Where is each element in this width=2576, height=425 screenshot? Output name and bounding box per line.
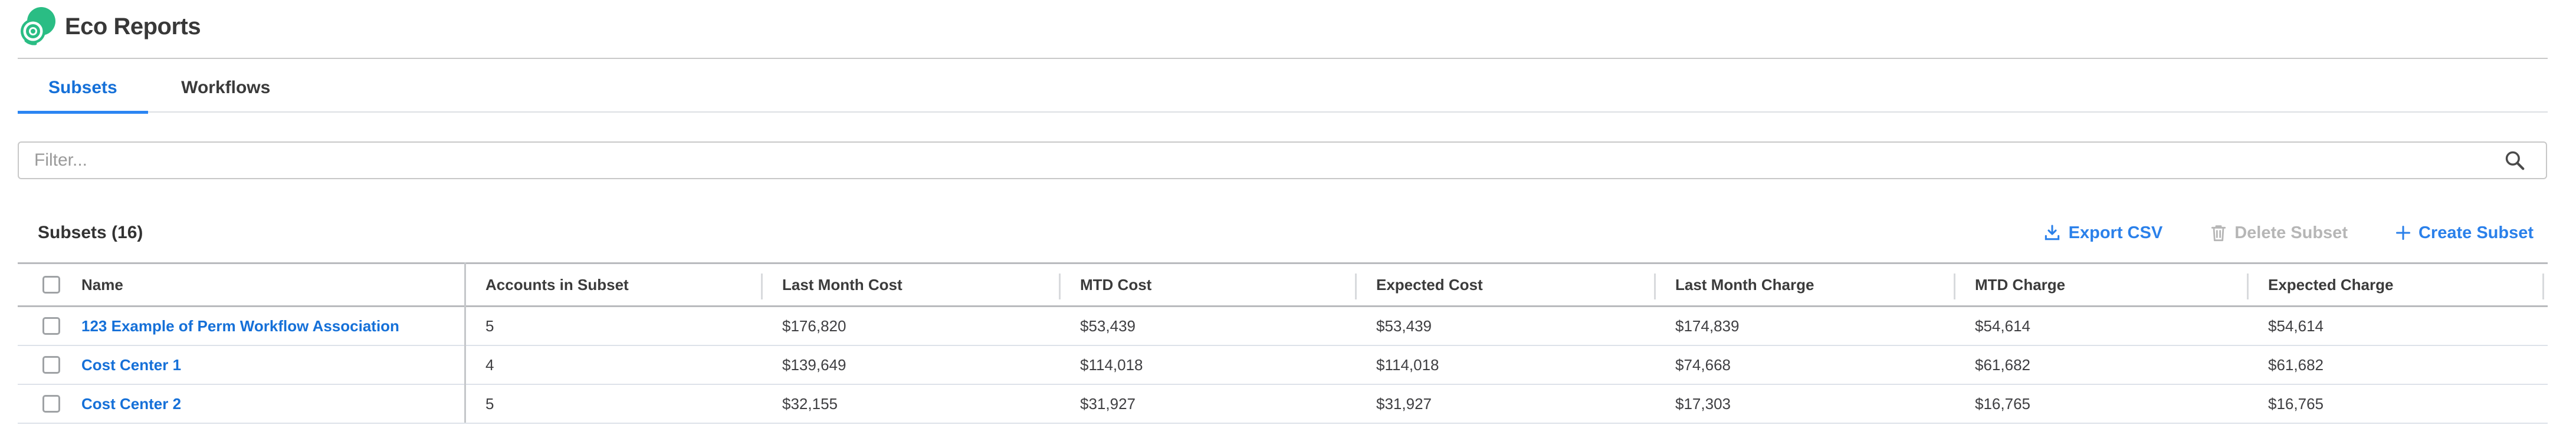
action-buttons: Export CSV Delete Subset Create Subset — [2043, 223, 2534, 243]
eco-logo-icon — [21, 7, 55, 45]
search-icon — [2505, 151, 2525, 170]
delete-subset-button[interactable]: Delete Subset — [2210, 223, 2348, 243]
expected-cost-cell: $114,018 — [1376, 355, 1439, 374]
last-month-charge-cell: $174,839 — [1675, 317, 1740, 335]
mtd-charge-cell: $54,614 — [1975, 317, 2030, 335]
column-header-mtd-charge: MTD Charge — [1954, 264, 2247, 305]
column-header-mtd-cost: MTD Cost — [1059, 264, 1355, 305]
page-title: Eco Reports — [65, 13, 201, 39]
tab-bar: Subsets Workflows — [18, 59, 2548, 114]
filter-bar — [18, 141, 2547, 179]
column-header-expected-cost: Expected Cost — [1355, 264, 1654, 305]
accounts-cell: 4 — [485, 355, 494, 374]
column-header-name: Name — [81, 275, 123, 294]
trash-icon — [2211, 225, 2226, 242]
filter-input[interactable] — [18, 141, 2547, 179]
accounts-cell: 5 — [485, 317, 494, 335]
export-csv-label: Export CSV — [2068, 223, 2163, 242]
mtd-charge-cell: $61,682 — [1975, 355, 2030, 374]
select-all-checkbox[interactable] — [42, 276, 60, 294]
create-subset-button[interactable]: Create Subset — [2395, 223, 2534, 243]
table-row: 123 Example of Perm Workflow Association… — [18, 307, 2548, 346]
section-title: Subsets (16) — [38, 223, 143, 242]
export-csv-button[interactable]: Export CSV — [2043, 223, 2163, 243]
expected-charge-cell: $54,614 — [2268, 317, 2324, 335]
expected-cost-cell: $53,439 — [1376, 317, 1432, 335]
column-header-accounts: Accounts in Subset — [485, 275, 629, 294]
tab-workflows[interactable]: Workflows — [181, 78, 271, 97]
mtd-charge-cell: $16,765 — [1975, 394, 2030, 413]
last-month-cost-cell: $139,649 — [782, 355, 846, 374]
download-icon — [2045, 225, 2059, 240]
subset-name-link[interactable]: Cost Center 1 — [81, 355, 182, 374]
mtd-cost-cell: $53,439 — [1080, 317, 1136, 335]
subsets-section-header: Subsets (16) Export CSV Delete Subset Cr… — [18, 211, 2548, 255]
plus-icon — [2395, 225, 2411, 240]
row-checkbox[interactable] — [42, 317, 60, 335]
subset-name-link[interactable]: Cost Center 2 — [81, 394, 182, 413]
table-header-row: Name Accounts in Subset Last Month Cost … — [18, 262, 2548, 307]
subset-name-link[interactable]: 123 Example of Perm Workflow Association — [81, 317, 399, 335]
create-subset-label: Create Subset — [2418, 223, 2534, 242]
accounts-cell: 5 — [485, 394, 494, 413]
last-month-cost-cell: $32,155 — [782, 394, 838, 413]
expected-charge-cell: $61,682 — [2268, 355, 2324, 374]
app-header: Eco Reports — [18, 6, 201, 47]
mtd-cost-cell: $31,927 — [1080, 394, 1136, 413]
column-header-last-month-cost: Last Month Cost — [761, 264, 1059, 305]
last-month-cost-cell: $176,820 — [782, 317, 846, 335]
expected-cost-cell: $31,927 — [1376, 394, 1432, 413]
subsets-table: Name Accounts in Subset Last Month Cost … — [18, 262, 2548, 424]
row-checkbox[interactable] — [42, 356, 60, 374]
table-row: Cost Center 1 4 $139,649 $114,018 $114,0… — [18, 346, 2548, 385]
tab-subsets[interactable]: Subsets — [18, 59, 148, 114]
last-month-charge-cell: $74,668 — [1675, 355, 1731, 374]
expected-charge-cell: $16,765 — [2268, 394, 2324, 413]
column-header-expected-charge: Expected Charge — [2247, 264, 2547, 305]
column-header-last-month-charge: Last Month Charge — [1654, 264, 1954, 305]
mtd-cost-cell: $114,018 — [1080, 355, 1143, 374]
last-month-charge-cell: $17,303 — [1675, 394, 1731, 413]
row-checkbox[interactable] — [42, 395, 60, 413]
name-column-divider — [464, 262, 466, 423]
delete-subset-label: Delete Subset — [2234, 223, 2348, 242]
header-divider — [18, 58, 2548, 59]
table-row: Cost Center 2 5 $32,155 $31,927 $31,927 … — [18, 385, 2548, 424]
